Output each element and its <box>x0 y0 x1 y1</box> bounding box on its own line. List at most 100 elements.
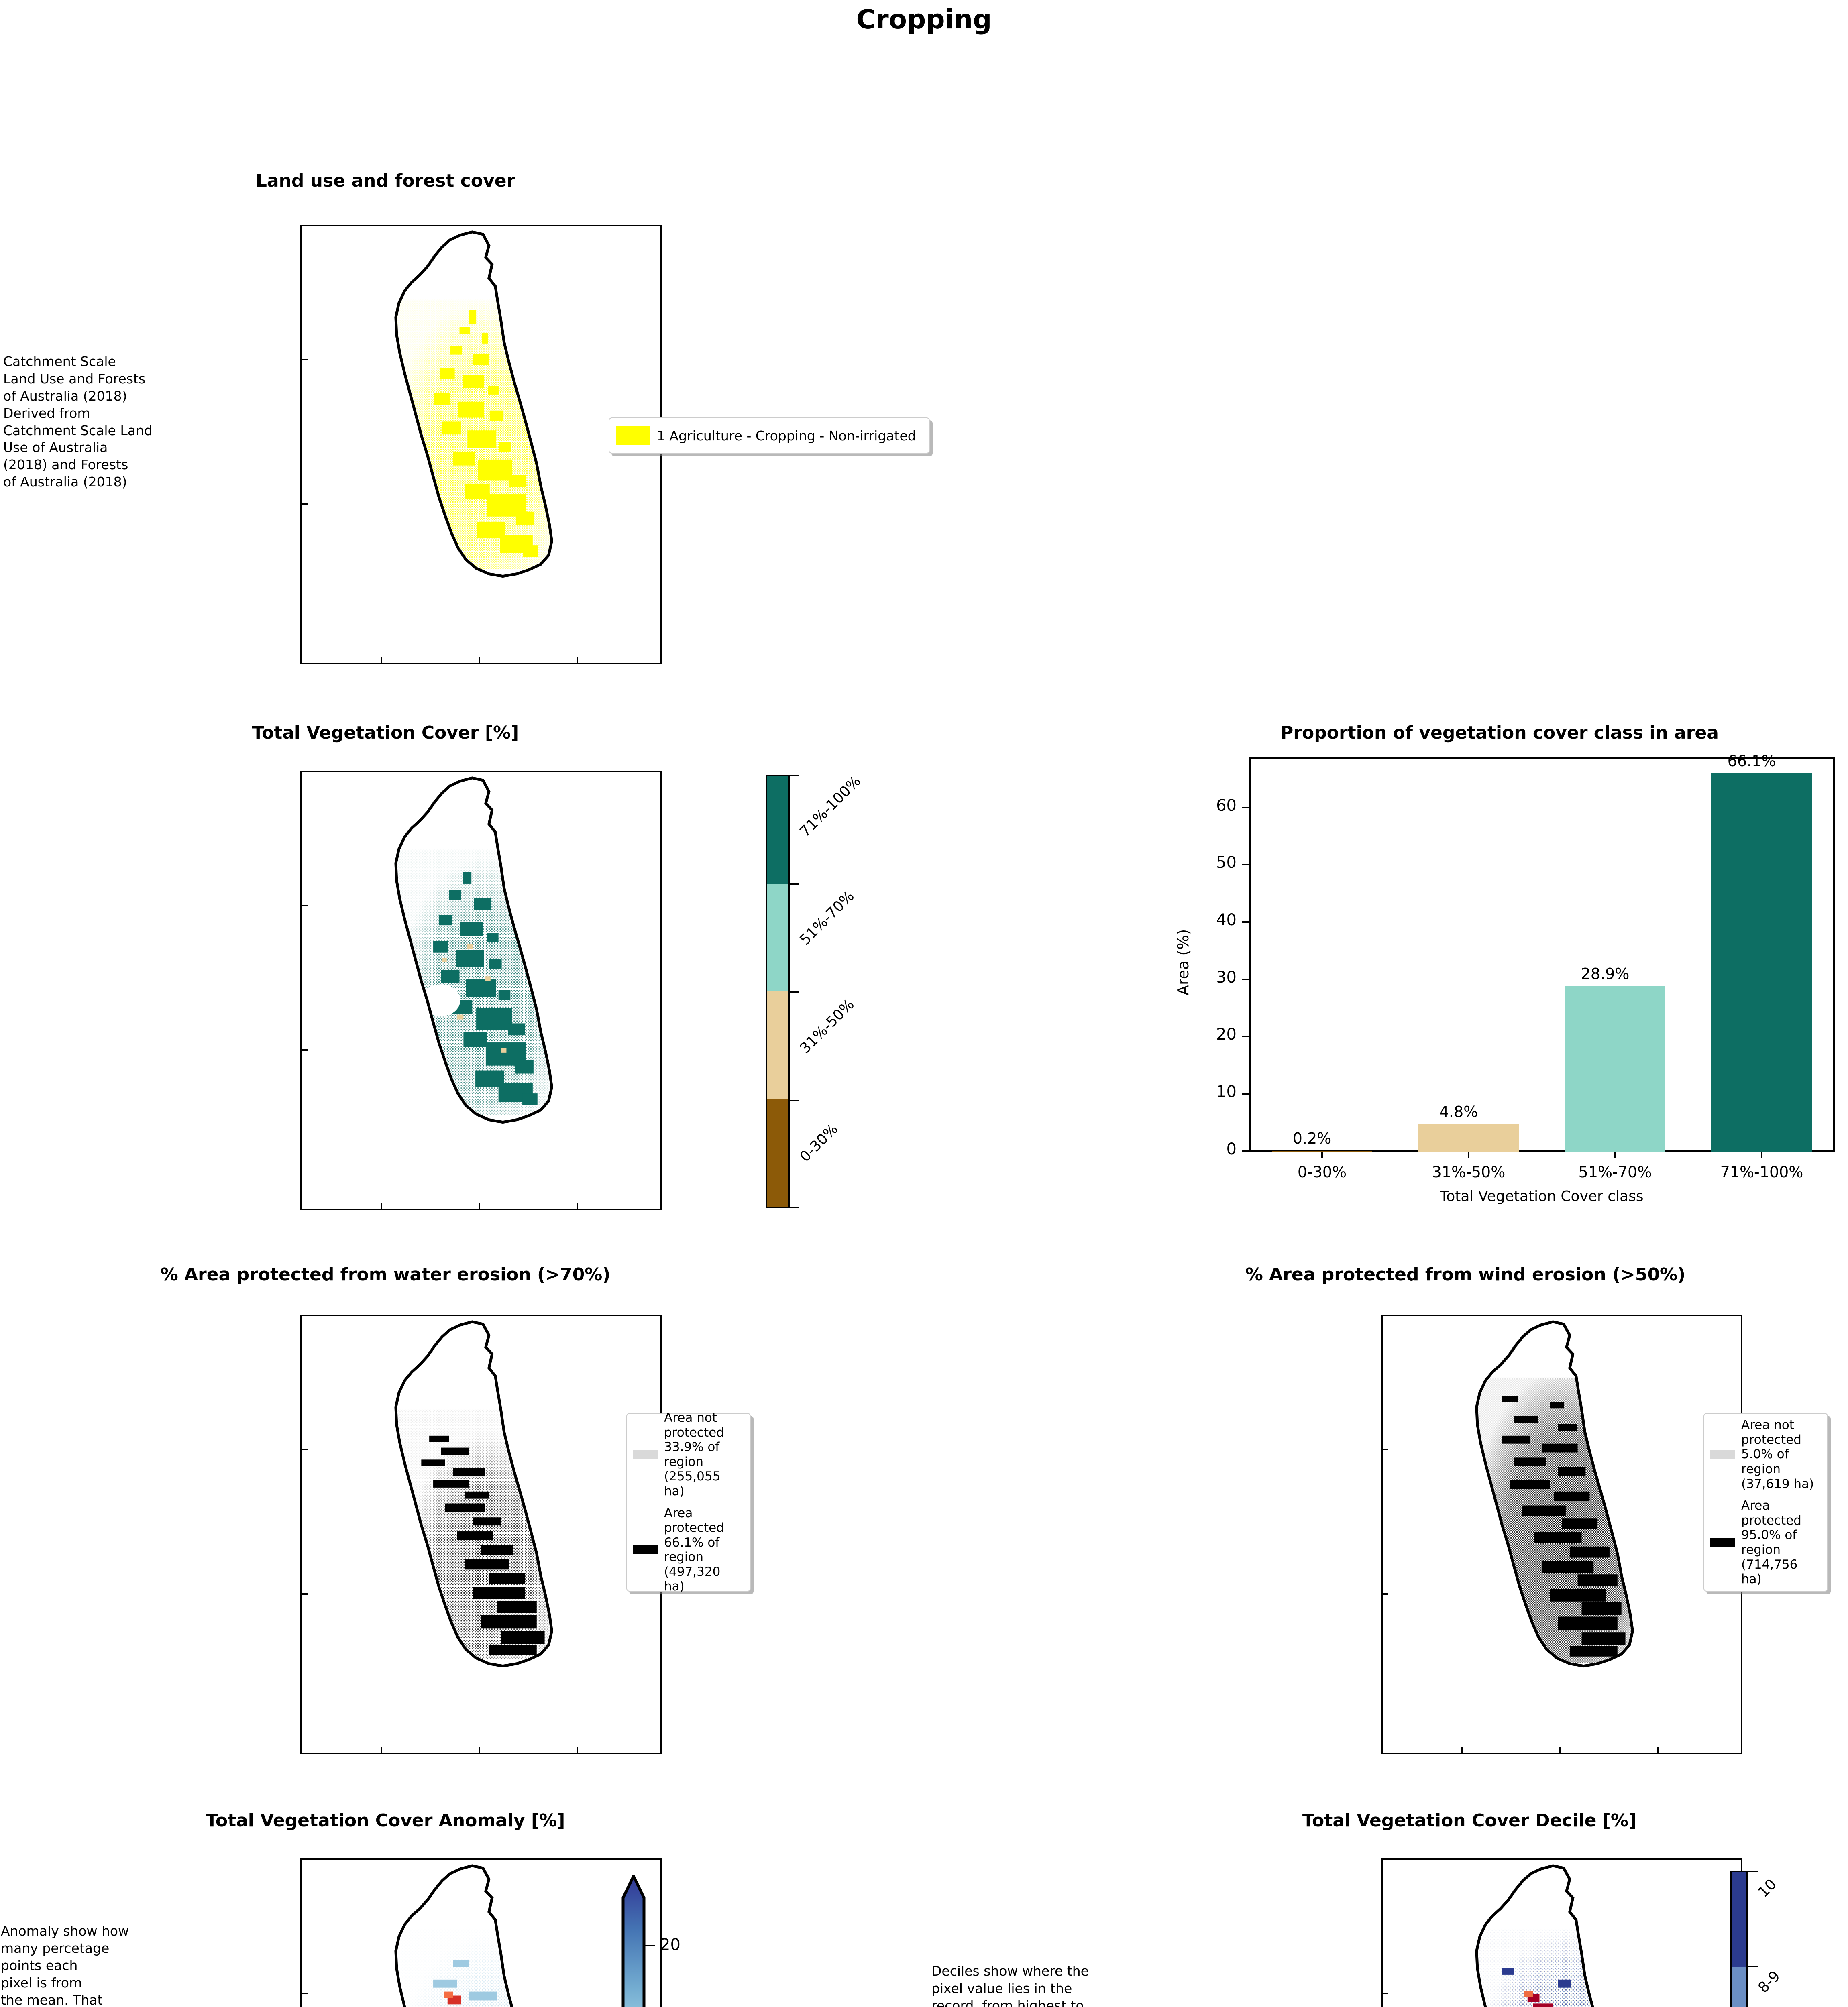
legend-item-not-protected: Area not protected 33.9% of region (255,… <box>633 1411 744 1498</box>
bar-31-50[interactable] <box>1418 1124 1519 1152</box>
cbar-tick <box>789 775 799 776</box>
legend-item-protected: Area protected 95.0% of region (714,756 … <box>1710 1498 1822 1586</box>
y-tick-label: 60 <box>1216 796 1237 815</box>
decile-colorbar: 10 8-9 4-7 2-3 1 <box>1730 1871 1783 2007</box>
anomaly-colorbar: 20 10 0 −10 −20 <box>621 1873 681 2007</box>
water-erosion-map[interactable] <box>300 1315 662 1754</box>
y-tick <box>1242 1036 1249 1037</box>
map-tick <box>381 1747 382 1753</box>
map-tick <box>1383 1993 1388 1994</box>
legend-swatch-not-protected <box>633 1450 658 1459</box>
anomaly-colorbar-gradient <box>621 1873 646 2007</box>
landuse-map[interactable] <box>300 225 662 664</box>
legend-label-protected: Area protected 66.1% of region (497,320 … <box>664 1506 724 1594</box>
vegcover-colorbar: 71%-100% 51%-70% 31%-50% 0-30% <box>766 773 864 1208</box>
cbar-label-31-50: 31%-50% <box>797 996 858 1057</box>
bar-51-70[interactable] <box>1565 986 1665 1152</box>
veg-proportion-chart: Proportion of vegetation cover class in … <box>1152 719 1847 1228</box>
map-tick <box>479 1203 480 1209</box>
vegcover-map[interactable] <box>300 771 662 1210</box>
legend-item-protected: Area protected 66.1% of region (497,320 … <box>633 1506 744 1594</box>
decile-map-graphic <box>1475 1864 1633 2007</box>
x-tick <box>1468 1152 1469 1158</box>
map-tick <box>381 657 382 663</box>
wind-erosion-panel-title: % Area protected from wind erosion (>50%… <box>1245 1264 1686 1285</box>
map-tick <box>302 503 308 505</box>
cbar-tick <box>789 1207 799 1208</box>
bar-value-0-30: 0.2% <box>1292 1130 1332 1147</box>
bar-0-30[interactable] <box>1272 1151 1372 1152</box>
wind-erosion-map[interactable] <box>1381 1315 1742 1754</box>
y-tick-label: 0 <box>1226 1140 1237 1158</box>
cbar-tick <box>789 1100 799 1101</box>
legend-label-protected: Area protected 95.0% of region (714,756 … <box>1741 1498 1801 1587</box>
y-tick-label: 20 <box>1216 1025 1237 1044</box>
landuse-legend-swatch <box>616 426 650 445</box>
x-tick <box>1321 1152 1323 1158</box>
y-tick <box>1242 921 1249 923</box>
x-tick-label-0-30: 0-30% <box>1297 1163 1347 1181</box>
cbar-tick <box>789 991 799 993</box>
map-tick <box>1383 1593 1388 1595</box>
bar-value-71-100: 66.1% <box>1727 752 1776 770</box>
decile-panel-title: Total Vegetation Cover Decile [%] <box>1302 1810 1637 1831</box>
landuse-legend-label: 1 Agriculture - Cropping - Non-irrigated <box>657 427 916 444</box>
anomaly-map[interactable] <box>300 1858 662 2007</box>
cbar-class-71-100 <box>767 776 788 884</box>
map-tick <box>1657 1747 1659 1753</box>
map-tick <box>302 1593 308 1595</box>
landuse-side-note: Catchment Scale Land Use and Forests of … <box>3 354 153 490</box>
y-tick-label: 50 <box>1216 853 1237 872</box>
landuse-panel-title: Land use and forest cover <box>255 171 515 191</box>
water-erosion-legend: Area not protected 33.9% of region (255,… <box>626 1411 751 1594</box>
legend-swatch-not-protected <box>1710 1450 1735 1459</box>
cbar-class-51-70 <box>767 884 788 991</box>
chart-title: Proportion of vegetation cover class in … <box>1280 723 1719 743</box>
cbar-tick <box>789 883 799 885</box>
map-tick <box>1559 1747 1561 1753</box>
landuse-map-graphic <box>394 230 553 578</box>
map-tick <box>577 1747 578 1753</box>
map-tick <box>1383 1449 1388 1450</box>
cbar-label-decile-8-9: 8-9 <box>1755 1968 1784 1996</box>
cbar-label-0-30: 0-30% <box>797 1121 841 1165</box>
landuse-legend: 1 Agriculture - Cropping - Non-irrigated <box>609 417 930 454</box>
bar-value-51-70: 28.9% <box>1581 965 1630 983</box>
cbar-label-71-100: 71%-100% <box>797 773 864 840</box>
map-tick <box>577 657 578 663</box>
x-tick <box>1761 1152 1762 1158</box>
map-tick <box>381 1203 382 1209</box>
x-tick-label-51-70: 51%-70% <box>1578 1163 1652 1181</box>
y-tick <box>1242 1093 1249 1095</box>
x-axis-title: Total Vegetation Cover class <box>1440 1188 1644 1205</box>
bar-71-100[interactable] <box>1711 773 1812 1152</box>
map-tick <box>302 1049 308 1051</box>
x-tick <box>1614 1152 1616 1158</box>
y-tick-label: 30 <box>1216 968 1237 987</box>
map-tick <box>302 1449 308 1450</box>
map-tick <box>479 657 480 663</box>
y-tick <box>1242 979 1249 980</box>
water-erosion-map-graphic <box>394 1320 553 1668</box>
decile-map[interactable] <box>1381 1858 1742 2007</box>
map-tick <box>302 905 308 906</box>
vegcover-panel-title: Total Vegetation Cover [%] <box>252 723 519 743</box>
decile-side-note: Deciles show where the pixel value lies … <box>931 1963 1089 2007</box>
y-tick <box>1242 1150 1249 1152</box>
vegcover-map-graphic <box>394 776 553 1124</box>
cbar-tick <box>1747 1871 1758 1872</box>
legend-item: 1 Agriculture - Cropping - Non-irrigated <box>616 426 923 445</box>
cbar-decile-10 <box>1732 1872 1746 1967</box>
legend-swatch-protected <box>1710 1538 1735 1547</box>
legend-swatch-protected <box>633 1545 658 1555</box>
anomaly-map-graphic <box>394 1864 552 2007</box>
map-tick <box>1461 1747 1463 1753</box>
cbar-label-decile-10: 10 <box>1755 1876 1780 1901</box>
vegcover-colorbar-gradient <box>766 775 790 1208</box>
cbar-class-0-30 <box>767 1099 788 1207</box>
cbar-decile-8-9 <box>1732 1966 1746 2007</box>
legend-item-not-protected: Area not protected 5.0% of region (37,61… <box>1710 1418 1822 1491</box>
map-tick <box>302 1993 308 1994</box>
cbar-label-pos20: 20 <box>660 1936 681 1954</box>
map-tick <box>479 1747 480 1753</box>
